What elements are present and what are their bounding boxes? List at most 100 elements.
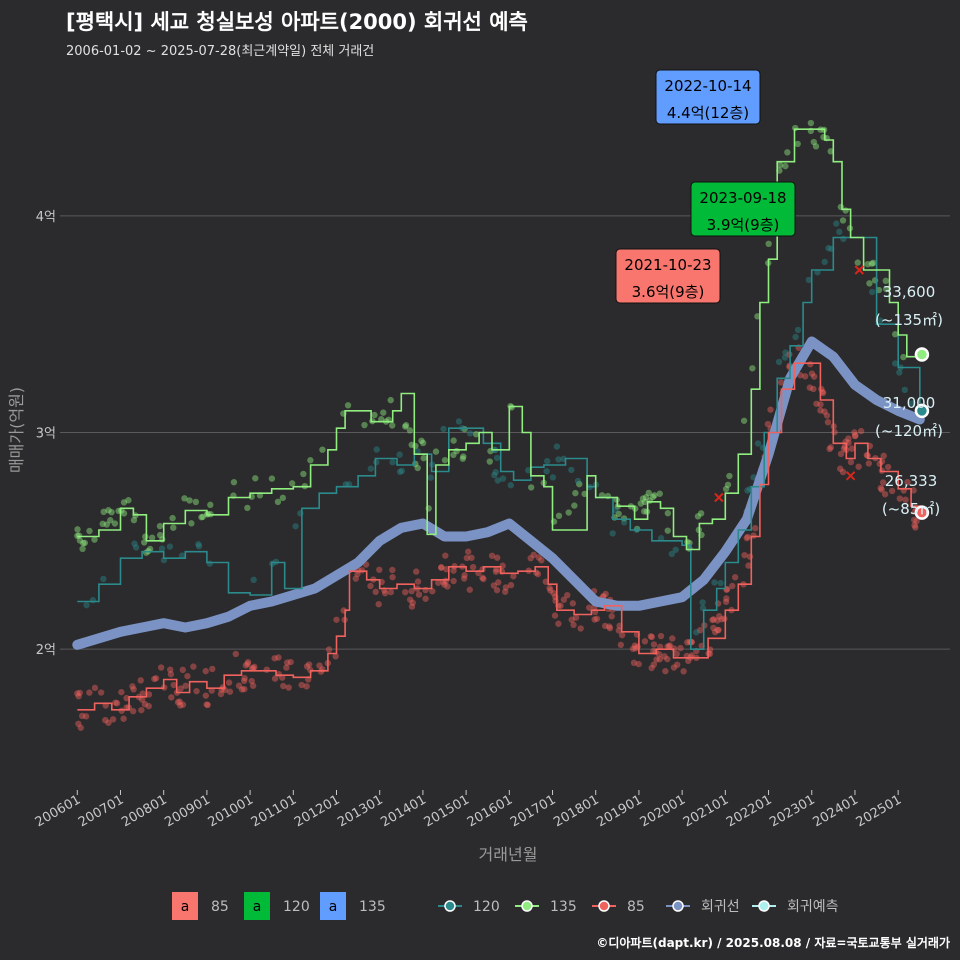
scatter-point-135: [581, 490, 588, 498]
scatter-point-135: [252, 475, 259, 482]
scatter-point-85: [402, 588, 409, 596]
scatter-point-135: [207, 501, 214, 509]
series-line-85: [77, 362, 921, 711]
scatter-point-85: [414, 578, 422, 585]
scatter-point-135: [103, 521, 110, 528]
scatter-point-120: [781, 354, 789, 361]
y-tick-label: 2억: [36, 643, 56, 658]
scatter-point-85: [550, 589, 557, 597]
scatter-point-85: [376, 566, 383, 573]
scatter-point-135: [697, 510, 705, 517]
annotation-date: 2021-10-23: [624, 256, 711, 274]
scatter-point-120: [543, 468, 550, 475]
scatter-point-135: [555, 512, 563, 520]
scatter-point-120: [250, 576, 257, 584]
scatter-point-85: [569, 600, 577, 607]
scatter-point-135: [645, 489, 652, 497]
scatter-point-85: [271, 675, 279, 682]
scatter-point-85: [715, 626, 722, 634]
scatter-point-135: [107, 517, 114, 524]
scatter-point-135: [319, 446, 326, 453]
scatter-point-85: [586, 604, 593, 611]
scatter-point-85: [303, 683, 310, 690]
scatter-point-85: [718, 616, 725, 623]
scatter-point-135: [565, 509, 572, 516]
scatter-point-85: [547, 587, 554, 594]
annotation-date: 2022-10-14: [664, 77, 751, 95]
scatter-point-135: [120, 499, 128, 506]
scatter-point-85: [670, 664, 678, 671]
scatter-point-135: [641, 498, 649, 506]
scatter-point-85: [174, 699, 182, 706]
scatter-point-85: [560, 596, 568, 603]
series-lines: [72, 128, 925, 711]
scatter-point-135: [576, 480, 583, 488]
x-tick-label: 202201: [724, 792, 774, 830]
scatter-point-85: [76, 689, 83, 696]
scatter-point-135: [199, 513, 206, 521]
scatter-point-135: [784, 149, 791, 156]
scatter-point-85: [469, 563, 477, 571]
scatter-point-85: [593, 615, 601, 622]
legend-label: 135: [550, 899, 577, 915]
scatter-point-85: [839, 468, 847, 476]
scatter-point-85: [684, 639, 691, 646]
scatter-point-85: [618, 631, 626, 639]
scatter-point-135: [86, 527, 93, 535]
scatter-point-120: [507, 482, 514, 489]
scatter-point-135: [724, 481, 732, 488]
scatter-point-120: [805, 276, 813, 284]
scatter-point-85: [177, 702, 184, 709]
scatter-point-85: [152, 675, 160, 682]
scatter-point-135: [432, 448, 440, 455]
scatter-point-85: [831, 428, 838, 436]
scatter-point-85: [184, 672, 191, 680]
scatter-point-135: [371, 411, 378, 419]
scatter-point-85: [664, 655, 671, 663]
scatter-point-85: [241, 685, 248, 693]
scatter-point-85: [710, 624, 717, 632]
scatter-point-135: [651, 492, 658, 499]
scatter-point-85: [422, 595, 429, 602]
x-tick-label: 202501: [854, 792, 904, 830]
scatter-point-120: [792, 333, 799, 341]
scatter-point-85: [910, 487, 917, 494]
cancelled-mark: [714, 492, 724, 503]
scatter-point-120: [574, 477, 582, 485]
legend-label: 120: [473, 899, 500, 915]
scatter-point-85: [75, 693, 82, 700]
scatter-point-135: [389, 422, 396, 429]
legend: a 85 a 120 a 135 120 135 85 회귀선 회귀예측: [172, 892, 839, 920]
scatter-point-85: [167, 666, 174, 673]
scatter-point-85: [120, 715, 127, 722]
x-axis-title: 거래년월: [479, 845, 538, 864]
scatter-point-85: [112, 699, 119, 706]
scatter-point-135: [807, 119, 815, 127]
scatter-point-85: [78, 712, 86, 720]
scatter-point-85: [190, 663, 197, 670]
y-axis-title: 매매가(억원): [7, 387, 26, 473]
scatter-point-85: [847, 458, 855, 466]
scatter-point-85: [722, 598, 730, 605]
scatter-point-85: [635, 660, 642, 668]
scatter-point-85: [167, 671, 175, 678]
scatter-point-85: [352, 575, 360, 582]
scatter-point-85: [551, 612, 559, 619]
scatter-point-85: [118, 688, 125, 696]
scatter-point-85: [493, 586, 501, 594]
annotation-price: 4.4억(12층): [667, 104, 749, 122]
scatter-point-85: [810, 385, 817, 393]
scatter-point-135: [361, 421, 368, 429]
caption: ©디아파트(dapt.kr) / 2025.08.08 / 자료=국토교통부 실…: [596, 936, 950, 950]
scatter-point-85: [631, 642, 639, 649]
cancelled-mark: [854, 265, 864, 275]
scatter-point-85: [602, 590, 609, 598]
scatter-point-135: [453, 447, 460, 455]
scatter-point-135: [148, 534, 156, 541]
series-line-regression: [72, 336, 925, 650]
scatter-point-135: [870, 259, 877, 267]
scatter-point-85: [714, 626, 721, 634]
scatter-point-85: [283, 664, 290, 671]
scatter-point-85: [248, 665, 256, 672]
scatter-point-120: [389, 458, 396, 466]
